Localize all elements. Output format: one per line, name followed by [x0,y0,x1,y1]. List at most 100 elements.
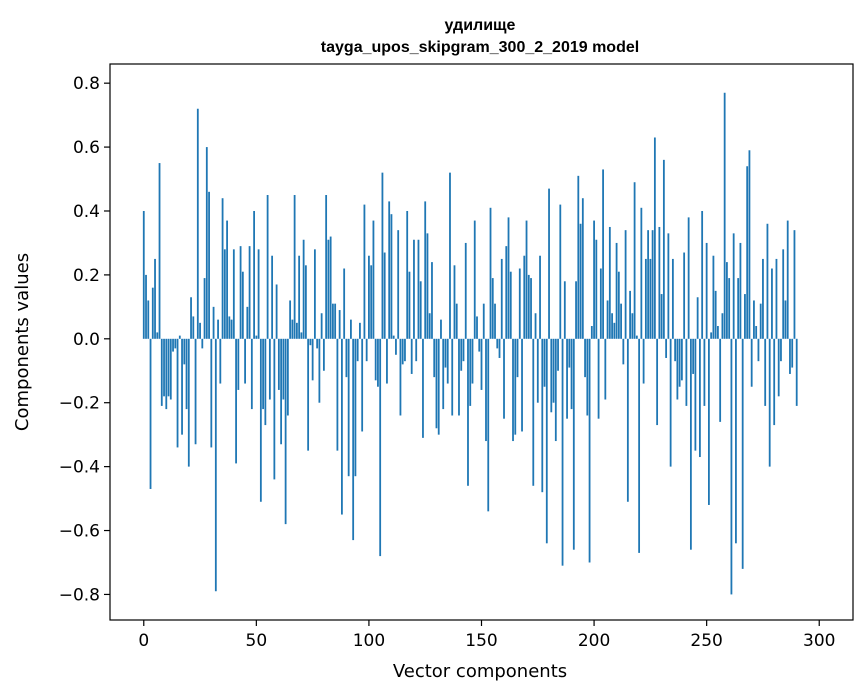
bar-151 [482,303,485,339]
y-tick-label-0: −0.8 [59,585,100,605]
bar-136 [449,172,451,339]
bar-246 [696,297,699,339]
bar-130 [435,338,438,429]
bar-181 [550,338,553,413]
bar-192 [575,281,577,339]
bar-57 [271,255,274,339]
bar-220 [638,338,641,553]
bar-210 [615,242,618,339]
bar-47 [248,246,251,339]
bar-54 [264,338,267,426]
bar-231 [662,159,665,339]
bar-176 [539,255,541,339]
x-tick-label-50: 50 [246,631,268,651]
bar-128 [431,262,433,339]
bar-22 [192,316,195,339]
bar-269 [748,150,751,339]
bar-91 [347,338,350,477]
bar-82 [327,239,330,339]
bar-61 [280,338,283,445]
bar-172 [530,278,532,339]
bar-232 [665,338,668,358]
bar-289 [793,230,796,339]
bar-60 [277,338,280,390]
bar-46 [246,306,249,339]
bar-257 [721,313,724,339]
bar-166 [516,338,519,378]
bar-124 [422,338,424,438]
bar-55 [266,195,269,339]
bar-203 [599,268,602,339]
bar-102 [372,220,375,339]
bar-36 [223,249,226,339]
bar-285 [784,300,787,339]
bar-263 [735,338,737,544]
bar-121 [415,338,418,362]
bar-149 [478,338,481,352]
bar-180 [548,188,550,339]
bar-17 [181,338,183,435]
bar-268 [746,166,749,339]
bar-109 [388,201,391,339]
bar-148 [476,316,478,339]
bar-45 [244,338,246,384]
bar-125 [424,201,427,339]
bar-112 [395,338,397,355]
y-tick-label-4: 0.0 [73,330,100,350]
y-tick-label-3: −0.2 [59,394,100,414]
bar-177 [541,338,544,493]
bar-162 [507,217,510,339]
bar-254 [714,290,717,339]
bar-7 [158,163,161,339]
bar-229 [658,226,661,339]
bar-132 [440,319,442,339]
bar-175 [536,338,539,403]
bar-195 [581,198,584,339]
bar-39 [230,319,233,339]
bar-259 [726,262,728,339]
bar-29 [208,191,210,339]
bar-97 [361,338,364,432]
bar-65 [289,300,292,339]
bar-239 [680,338,683,381]
bar-133 [442,338,445,410]
bar-43 [239,246,242,339]
bar-95 [356,338,359,362]
bar-284 [782,249,785,339]
bar-144 [467,338,469,486]
bar-37 [226,220,228,339]
bar-138 [453,265,456,339]
bar-3 [149,338,152,489]
bar-274 [759,303,762,339]
bar-84 [332,303,334,339]
bar-120 [413,239,415,339]
bar-235 [671,258,674,339]
bar-208 [611,313,613,339]
bar-90 [345,338,348,378]
bar-69 [298,255,301,339]
bar-119 [410,338,413,374]
bar-191 [572,338,575,550]
bar-16 [178,335,181,339]
bar-247 [699,338,701,458]
x-tick-label-150: 150 [465,631,497,651]
bar-14 [174,338,177,349]
bar-185 [559,204,562,339]
bar-111 [392,335,395,339]
x-axis-ticks: 0 50 100 150 200 250 300 [138,620,835,651]
bar-81 [325,195,328,339]
x-tick-label-300: 300 [803,631,835,651]
bar-202 [597,338,600,419]
bar-228 [656,338,659,426]
bar-67 [293,195,296,339]
bar-101 [370,265,373,339]
bar-56 [268,338,271,400]
y-tick-label-1: −0.6 [59,522,100,542]
bar-242 [687,217,690,339]
bar-116 [404,338,406,362]
bar-88 [341,338,343,515]
bar-186 [561,338,564,566]
x-tick-label-250: 250 [690,631,722,651]
bar-71 [302,239,305,339]
